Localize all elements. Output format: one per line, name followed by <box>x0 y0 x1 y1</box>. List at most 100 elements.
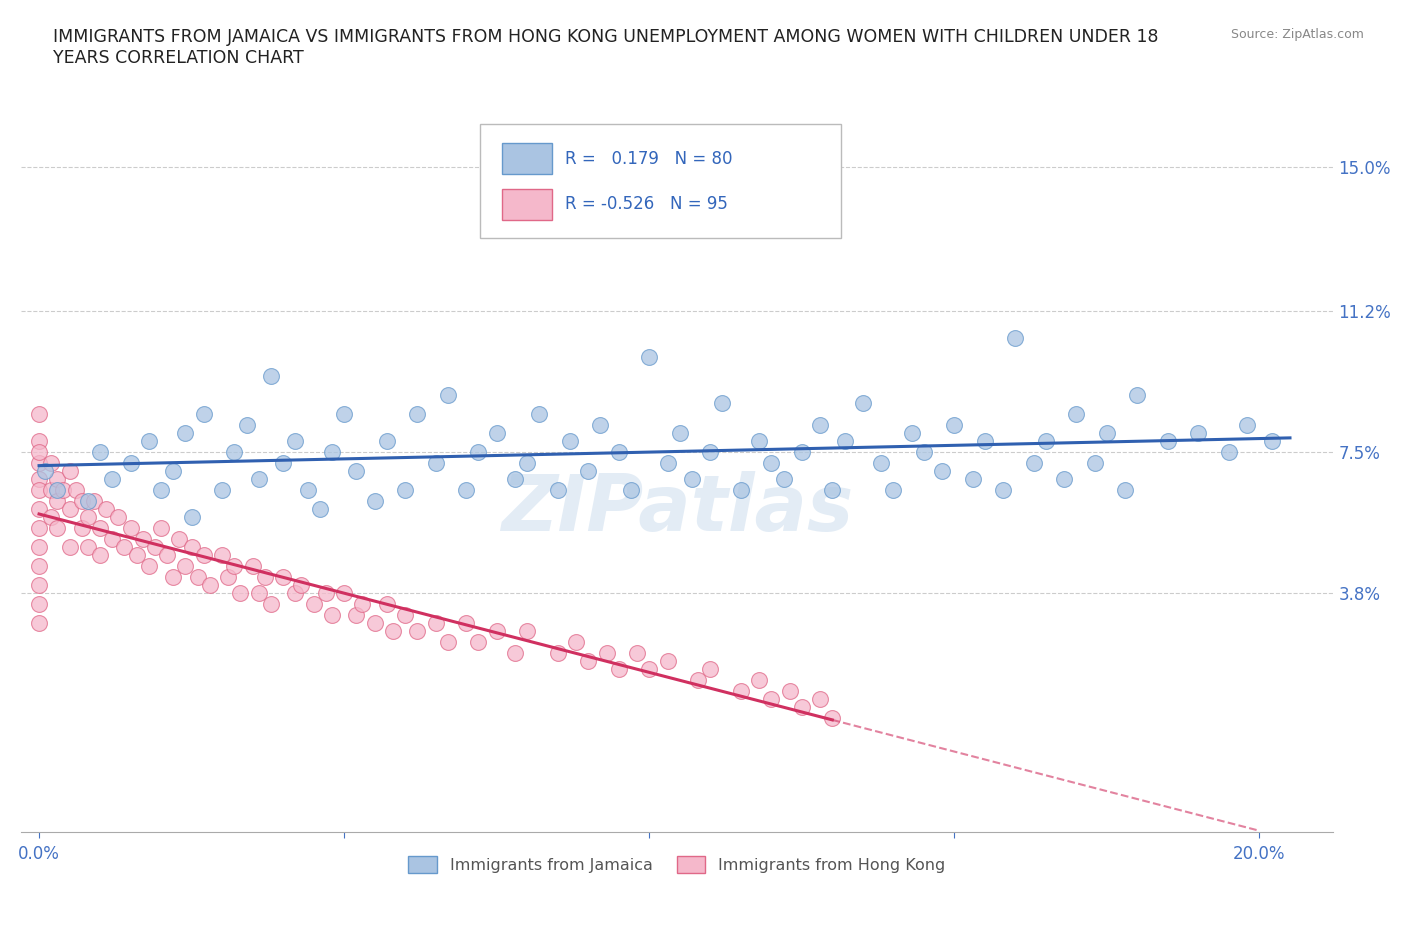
Point <box>321 445 343 459</box>
Point <box>28 501 51 516</box>
Point <box>1187 426 1209 441</box>
Point <box>686 672 709 687</box>
Point <box>39 483 62 498</box>
Text: R =   0.179   N = 80: R = 0.179 N = 80 <box>565 150 733 167</box>
Point <box>28 521 51 536</box>
Point <box>1084 456 1107 471</box>
Point <box>607 661 630 676</box>
Point <box>748 672 770 687</box>
Point <box>101 532 124 547</box>
Point <box>28 559 51 574</box>
Point <box>28 539 51 554</box>
Point <box>790 699 813 714</box>
Point <box>1114 483 1136 498</box>
Point <box>174 426 197 441</box>
Point <box>576 464 599 479</box>
Point <box>28 578 51 592</box>
Point <box>242 559 264 574</box>
Text: R = -0.526   N = 95: R = -0.526 N = 95 <box>565 195 728 213</box>
Point <box>375 597 398 612</box>
Point <box>235 418 257 433</box>
Point <box>503 472 526 486</box>
Point <box>211 483 233 498</box>
Point <box>193 406 215 421</box>
Point <box>772 472 794 486</box>
Point <box>70 494 93 509</box>
Point <box>39 456 62 471</box>
Point <box>253 570 276 585</box>
Point <box>302 597 325 612</box>
Point <box>699 445 721 459</box>
Point <box>187 570 209 585</box>
Point <box>132 532 155 547</box>
Point <box>808 692 831 707</box>
Point <box>931 464 953 479</box>
Point <box>1022 456 1045 471</box>
Point <box>260 597 283 612</box>
Point <box>547 646 569 661</box>
Point <box>900 426 922 441</box>
Point <box>576 654 599 669</box>
Point <box>363 616 385 631</box>
Point <box>425 616 447 631</box>
Point <box>1004 331 1026 346</box>
Point <box>730 684 752 699</box>
Point <box>681 472 703 486</box>
Point <box>321 608 343 623</box>
Point <box>83 494 105 509</box>
Point <box>516 456 538 471</box>
Point <box>394 483 416 498</box>
Point <box>406 406 429 421</box>
Point <box>162 570 184 585</box>
Point <box>333 585 356 600</box>
Point <box>290 578 312 592</box>
Point <box>808 418 831 433</box>
FancyBboxPatch shape <box>502 143 553 174</box>
Point <box>834 433 856 448</box>
Text: Source: ZipAtlas.com: Source: ZipAtlas.com <box>1230 28 1364 41</box>
Point <box>96 501 118 516</box>
Point <box>120 456 142 471</box>
FancyBboxPatch shape <box>502 189 553 219</box>
Point <box>101 472 124 486</box>
Point <box>169 532 191 547</box>
Point <box>595 646 617 661</box>
Point <box>943 418 966 433</box>
Point <box>852 395 875 410</box>
Point <box>271 456 294 471</box>
Point <box>28 472 51 486</box>
Point <box>1260 433 1282 448</box>
Point <box>297 483 319 498</box>
Point <box>76 539 98 554</box>
Point <box>138 559 160 574</box>
Point <box>912 445 935 459</box>
Point <box>352 597 374 612</box>
Point <box>1066 406 1088 421</box>
Legend: Immigrants from Jamaica, Immigrants from Hong Kong: Immigrants from Jamaica, Immigrants from… <box>402 850 952 879</box>
Point <box>503 646 526 661</box>
Point <box>589 418 612 433</box>
Point <box>620 483 643 498</box>
Point <box>607 445 630 459</box>
Point <box>28 445 51 459</box>
Point <box>485 623 508 638</box>
Point <box>973 433 995 448</box>
Point <box>28 433 51 448</box>
Point <box>467 634 489 649</box>
Point <box>76 494 98 509</box>
Point <box>748 433 770 448</box>
Point <box>962 472 984 486</box>
Point <box>70 521 93 536</box>
Point <box>143 539 166 554</box>
Point <box>39 510 62 525</box>
Point <box>821 483 844 498</box>
Point <box>882 483 904 498</box>
Point <box>89 445 111 459</box>
Point <box>76 510 98 525</box>
Point <box>991 483 1014 498</box>
Point <box>638 350 661 365</box>
Point <box>529 406 551 421</box>
Point <box>1236 418 1258 433</box>
Point <box>46 494 69 509</box>
Point <box>46 472 69 486</box>
